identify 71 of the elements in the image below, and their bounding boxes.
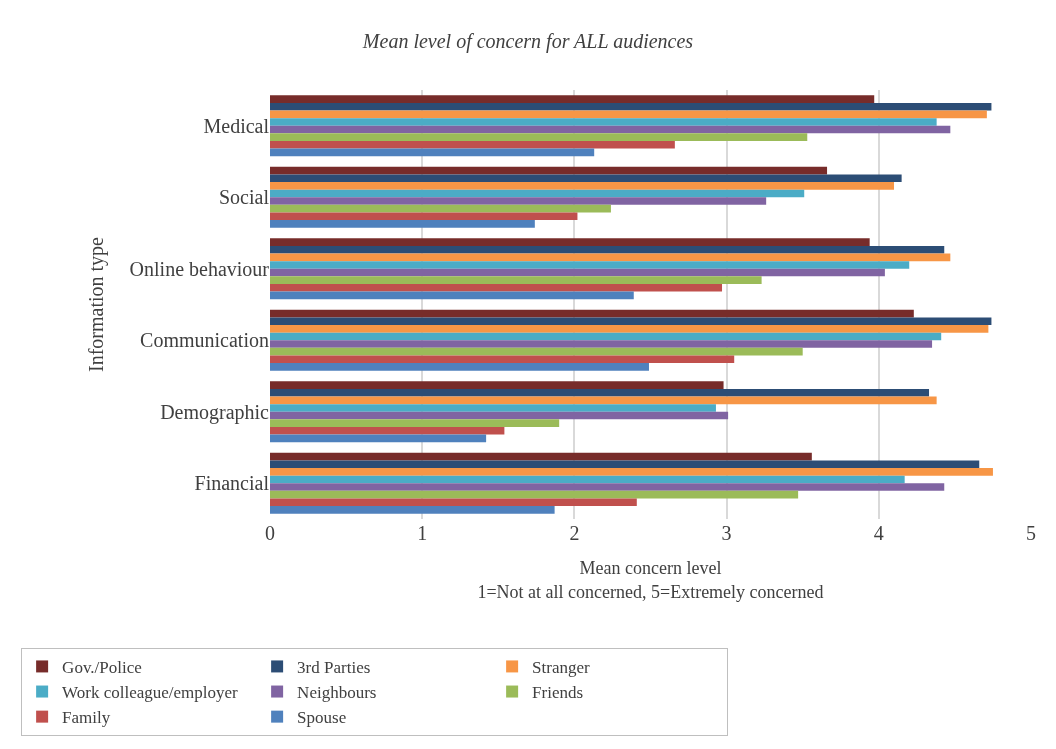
bar — [270, 140, 675, 149]
bar — [270, 95, 875, 103]
bar — [270, 182, 895, 190]
y-tick-label: Social — [219, 186, 270, 209]
bar — [270, 102, 992, 111]
bar — [270, 340, 933, 348]
bar — [270, 245, 945, 254]
bar — [270, 363, 649, 371]
bar — [270, 396, 937, 405]
bar — [270, 460, 980, 469]
bar — [270, 388, 930, 397]
bar — [270, 253, 951, 262]
legend-label: Family — [62, 708, 111, 728]
bar — [270, 268, 885, 277]
bar — [270, 283, 723, 292]
bar — [270, 498, 637, 507]
y-tick-label: Financial — [194, 472, 270, 495]
x-tick-label: 0 — [265, 522, 275, 544]
bar — [270, 332, 942, 341]
x-tick-label: 3 — [721, 522, 732, 544]
y-axis-title: Information type — [85, 236, 109, 372]
y-tick-label: Medical — [203, 114, 270, 137]
bar — [270, 381, 724, 389]
legend-label: Spouse — [297, 708, 347, 728]
x-tick-label: 1 — [417, 522, 428, 544]
bar — [270, 212, 578, 221]
bar — [270, 166, 828, 175]
bar — [270, 197, 767, 205]
bar — [270, 355, 735, 364]
bar — [270, 220, 535, 228]
y-tick-label: Communication — [140, 329, 269, 352]
bar — [270, 347, 803, 356]
legend-label: Friends — [532, 683, 584, 703]
bar — [270, 309, 914, 318]
bar — [270, 490, 799, 499]
bar — [270, 276, 762, 284]
y-tick-label: Demographic — [160, 400, 270, 424]
bar — [270, 133, 808, 141]
bar — [270, 204, 611, 213]
bar — [270, 125, 951, 134]
legend-label: Stranger — [532, 658, 591, 678]
x-tick-label: 4 — [873, 522, 884, 544]
bar — [270, 118, 937, 126]
bar — [270, 434, 487, 443]
bar — [270, 483, 945, 491]
legend-label: Work colleague/employer — [62, 683, 239, 703]
bar — [270, 475, 905, 484]
bar — [270, 110, 987, 119]
bar — [270, 189, 805, 198]
bar — [270, 426, 505, 435]
bar — [270, 468, 993, 476]
chart-title: Mean level of concern for ALL audiences — [361, 29, 694, 53]
x-axis-title: Mean concern level 1=Not at all concerned, 5=Extremely concerned — [477, 558, 824, 602]
x-tick-label: 5 — [1026, 522, 1036, 544]
bar — [270, 452, 812, 461]
bar — [270, 325, 989, 333]
legend-label: Neighbours — [297, 683, 377, 703]
legend-label: 3rd Parties — [297, 658, 371, 678]
x-tick-label: 2 — [569, 522, 580, 544]
bar — [270, 317, 992, 326]
bar — [270, 148, 595, 157]
bar — [270, 419, 560, 427]
legend-label: Gov./Police — [62, 658, 142, 678]
bar — [270, 291, 634, 300]
bar — [270, 174, 902, 183]
bar — [270, 411, 729, 420]
bar — [270, 404, 716, 412]
bar — [270, 506, 555, 514]
bar — [270, 261, 910, 269]
y-tick-label: Online behaviour — [129, 257, 270, 280]
bar — [270, 238, 870, 246]
